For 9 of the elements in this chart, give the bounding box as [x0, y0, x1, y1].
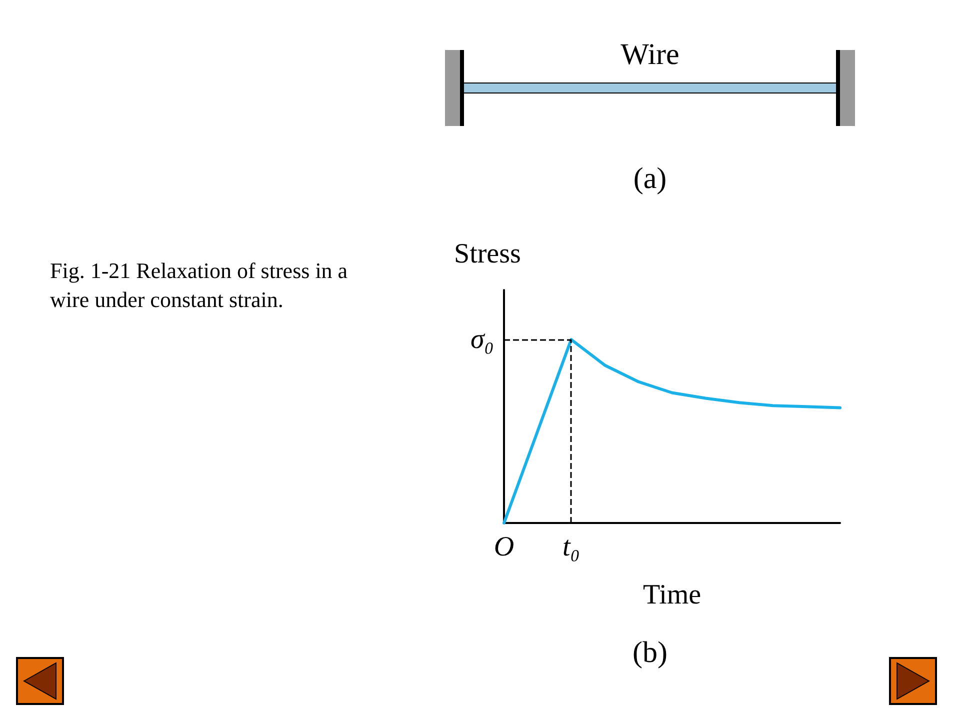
text: Wire — [620, 38, 680, 72]
text: (b) — [632, 636, 668, 670]
ref-line-label: σ₀ — [470, 324, 494, 356]
x-tick-label: O — [494, 532, 514, 562]
caption: Fig. 1-21 Relaxation of stress in a wire under constant strain. — [50, 257, 349, 314]
x-tick-label: t₀ — [562, 532, 580, 562]
x-axis-title: Time — [642, 580, 702, 610]
text: (a) — [632, 162, 668, 196]
y-axis-title: Stress — [454, 238, 521, 270]
